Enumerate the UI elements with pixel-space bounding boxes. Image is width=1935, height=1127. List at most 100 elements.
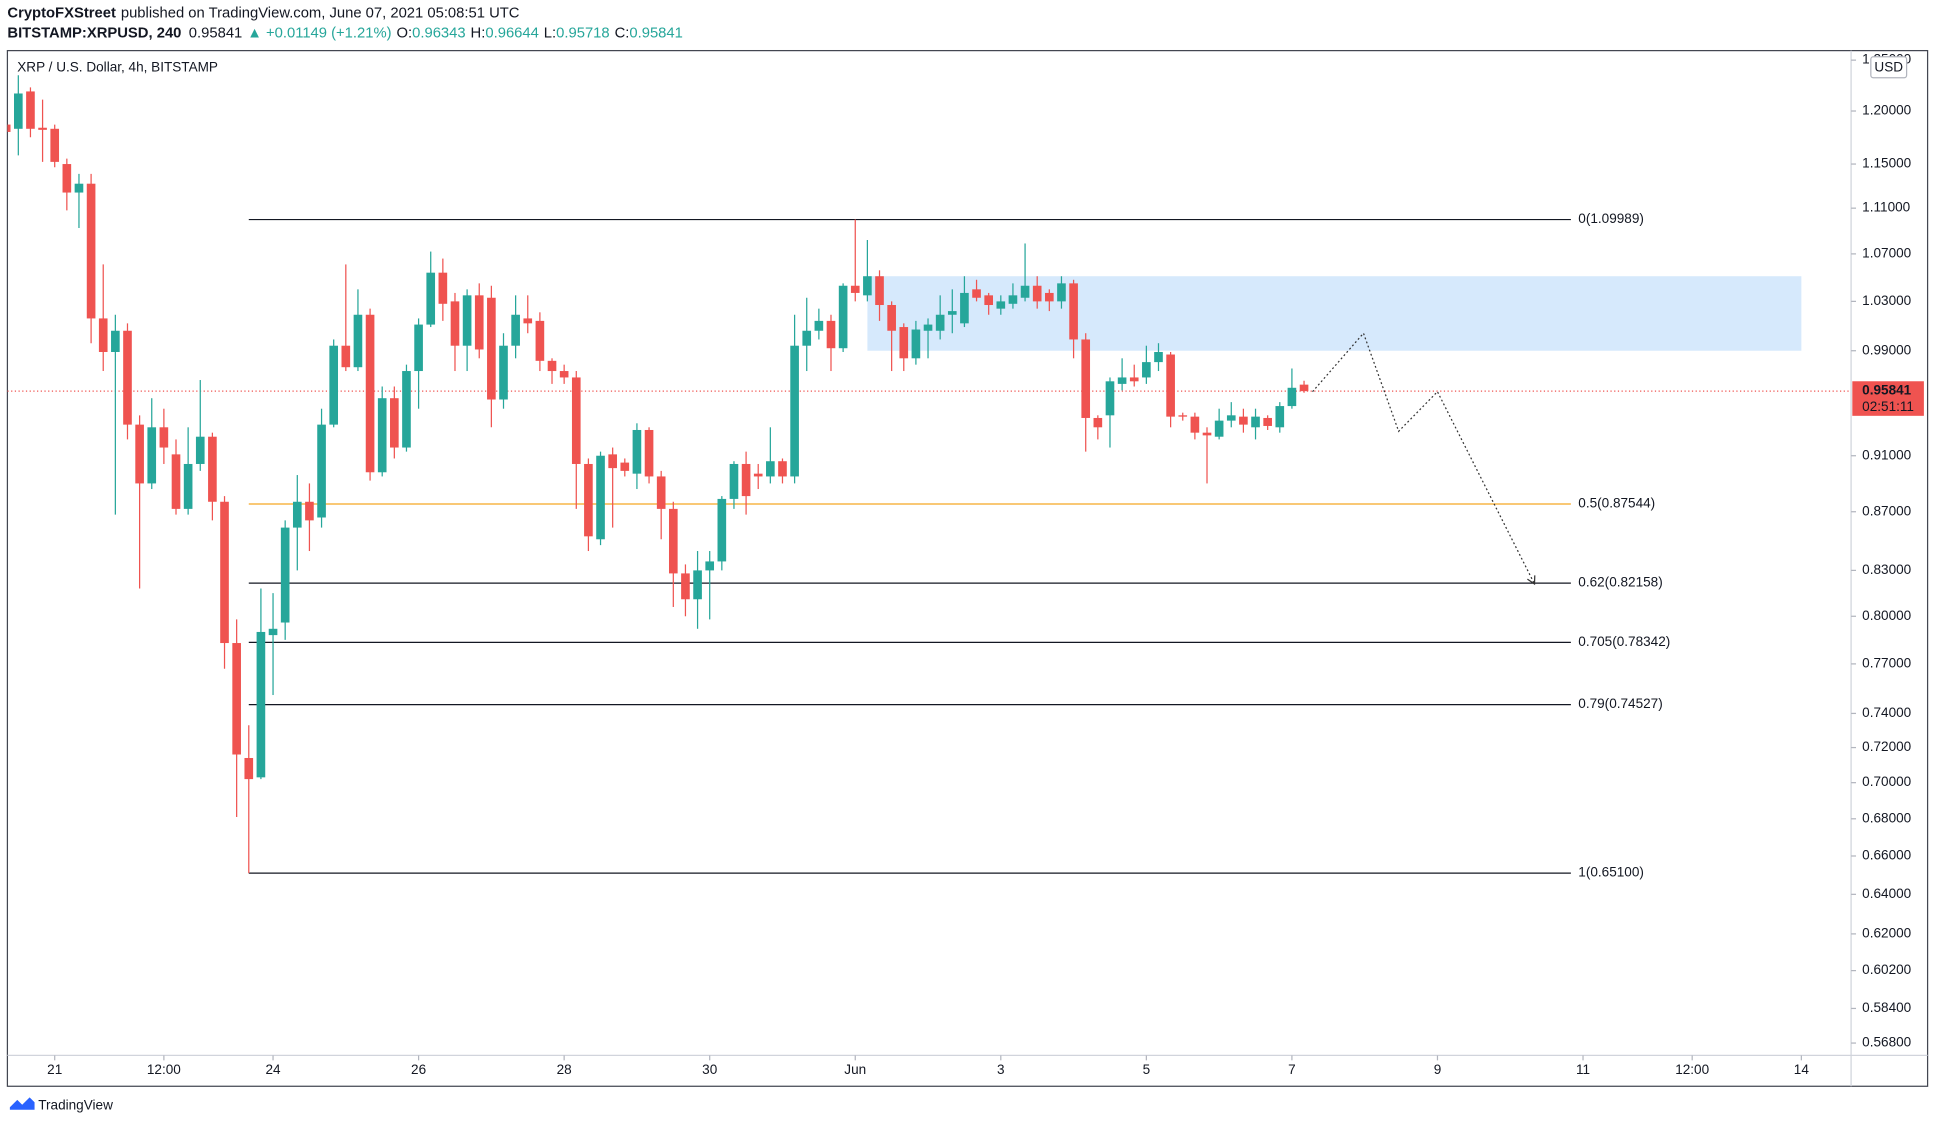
symbol-line: BITSTAMP:XRPUSD, 240 0.95841 ▲ +0.01149 (+… [7,25,682,41]
price: 0.95841 [189,25,242,41]
candle-body [317,424,326,518]
ohlc-value: 0.95718 [556,25,609,41]
candle-body [14,93,23,129]
fib-label: 0.705(0.78342) [1578,634,1670,649]
ohlc-label: O: [397,25,413,41]
x-tick-label: 3 [997,1062,1005,1077]
candle-body [74,183,84,193]
candle-body [26,91,35,129]
candle-body [511,314,520,346]
candle-body [50,128,60,162]
candle-body [571,377,581,464]
candle-body [911,329,921,359]
candle-body [341,345,351,368]
y-tick-label: 1.20000 [1862,103,1911,118]
currency-box [1870,56,1908,79]
candle-body [98,318,108,352]
candle-body [1081,339,1091,418]
y-tick-label: 0.70000 [1862,774,1911,789]
candle-body [996,301,1006,309]
plot: 0(1.09989) 0.5(0.87544) 0.62(0.82158) 0.705… [7,75,1852,880]
candle-body [1154,351,1163,363]
candle-body [741,463,751,497]
candle-body [111,330,120,352]
candle-body [1239,416,1248,425]
candle-body [620,462,630,471]
y-tick-label: 0.91000 [1862,447,1911,462]
candle-body [717,498,727,562]
candle-body [208,436,217,502]
candle-body [1057,283,1066,302]
candle-body [778,461,787,477]
candle-body [244,757,254,780]
y-tick-label: 0.99000 [1862,342,1911,357]
candle-body [487,297,496,400]
author: CryptoFXStreet [7,5,116,21]
x-tick-label: 30 [702,1062,718,1077]
candle-body [608,454,617,469]
currency: USD [1874,59,1903,74]
x-tick-label: Jun [844,1062,866,1077]
candle-body [1287,387,1297,407]
candle-body [1032,285,1042,302]
candle-body [38,127,47,130]
candle-body [1275,406,1285,428]
candle-body [7,124,11,132]
candle-body [1045,292,1054,302]
candle-body [426,272,436,325]
candle-body [195,436,205,464]
candle-body [414,324,423,372]
candle-body [1105,381,1115,416]
candle-body [1178,415,1188,417]
candle-body [462,295,472,346]
x-tick-label: 14 [1794,1062,1810,1077]
fib-label: 0(1.09989) [1578,211,1644,226]
candle-body [62,164,72,193]
candle-body [232,643,241,755]
brand: TradingView [38,1098,113,1113]
candle-body [305,501,314,521]
resistance-zone [867,276,1802,351]
y-tick-label: 0.74000 [1862,705,1911,720]
candle-body [329,345,339,425]
candle-body [559,371,569,378]
y-tick-label: 0.64000 [1862,886,1911,901]
candle-body [984,295,993,306]
candle-body [474,295,484,350]
x-tick-label: 5 [1143,1062,1151,1077]
last-price-badge [1852,381,1924,416]
last-price-label: 0.95841 [1862,383,1911,398]
candle-body [256,631,266,778]
candle-body [960,292,969,324]
y-tick-label: 0.58400 [1862,1000,1911,1015]
y-tick-label: 0.66000 [1862,848,1911,863]
y-tick-label: 1.15000 [1862,156,1911,171]
logo-icon [9,1097,35,1110]
candle-body [899,327,909,359]
candle-body [159,427,169,448]
candle-body [802,330,812,346]
candle-body [353,314,363,368]
x-tick-label: 21 [47,1062,62,1077]
y-tick-label: 0.83000 [1862,562,1911,577]
candle-body [644,429,654,477]
symbol: BITSTAMP:XRPUSD, 240 [7,25,181,41]
candle-body [1263,417,1272,426]
candle-body [875,276,884,306]
candle-body [220,501,229,644]
candle-body [632,429,642,474]
candle-body [656,476,666,509]
candle-body [1093,417,1103,428]
x-tick-label: 24 [265,1062,281,1077]
candle-body [814,320,824,331]
published: published on TradingView.com, June 07, 2… [121,5,520,21]
footer-logo: TradingView [9,1097,113,1113]
candle-body [135,424,144,484]
candle-body [402,371,411,448]
candle-body [1299,384,1309,392]
candle-body [1251,416,1260,428]
candle-body [438,272,448,304]
frame [6,49,1929,1087]
candle-body [681,573,690,600]
fib-label: 1(0.65100) [1578,865,1644,880]
